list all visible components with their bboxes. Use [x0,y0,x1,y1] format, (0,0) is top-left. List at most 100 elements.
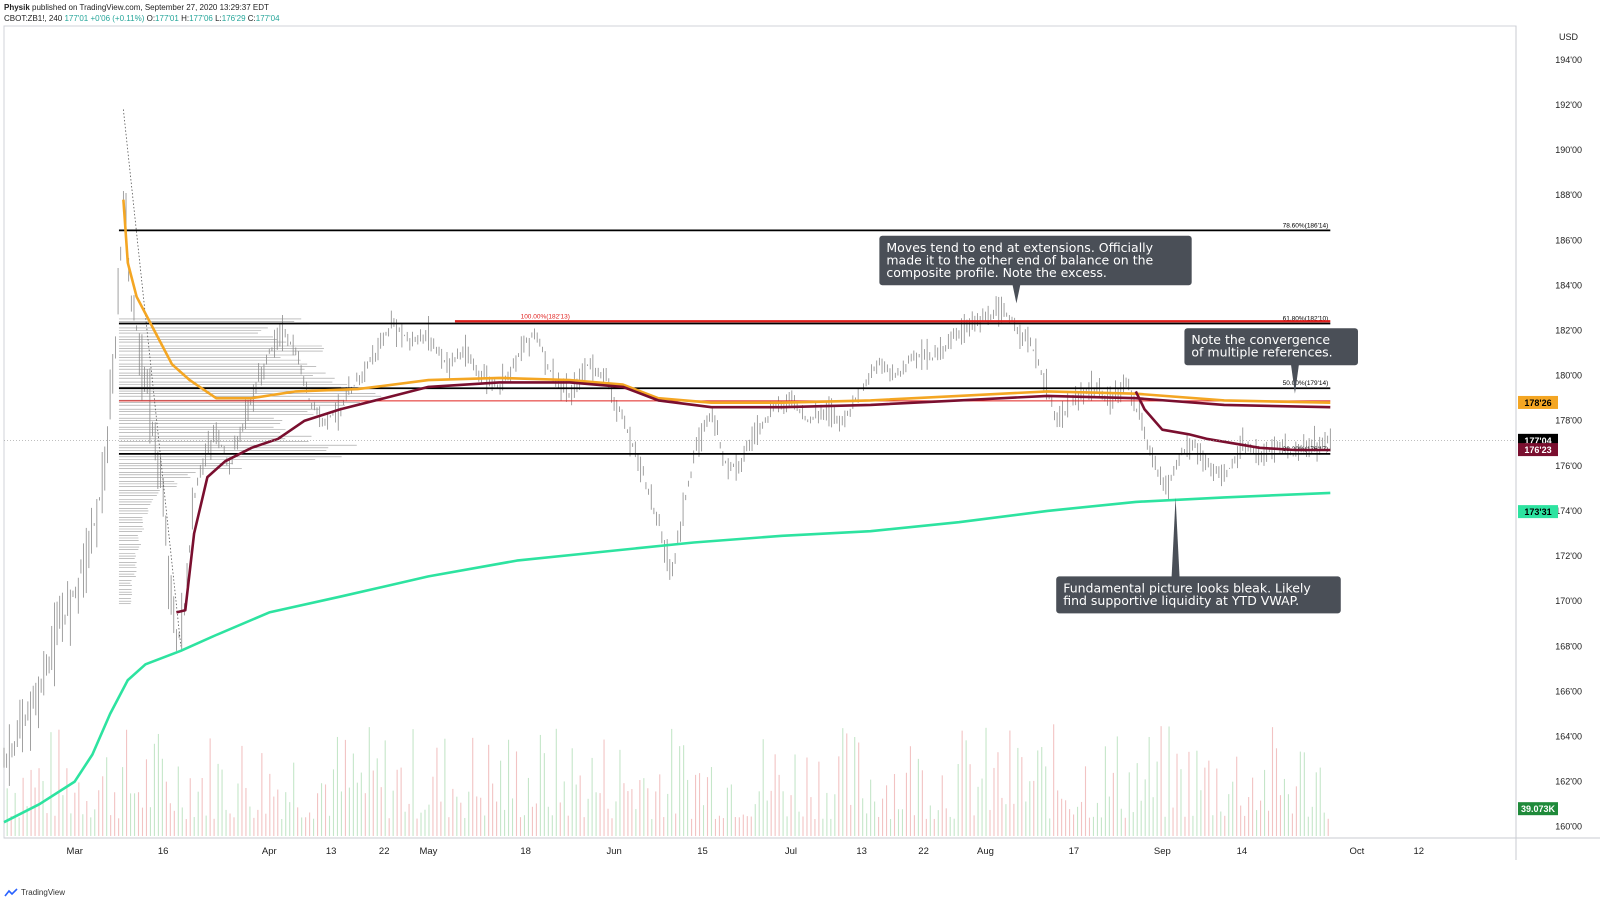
volume-bar [698,773,701,836]
volume-bar [1148,736,1150,836]
volume-bar [94,809,96,836]
volume-bar [1021,757,1023,836]
price-axis: USD 160'00 162'00 164'00 166'00 168'00 170'00 1… [1518,32,1582,832]
volume-bar [416,818,418,836]
volume-bar [1271,727,1274,836]
annotation-text: Note the convergence [1191,332,1330,347]
axis-price-badge-bg [1518,505,1558,519]
volume-bar [519,817,522,836]
low-value: 176'29 [221,14,246,23]
price-tick-label: 178'00 [1555,416,1582,426]
axis-price-badge-text: 176'23 [1524,445,1551,455]
volume-bar [189,778,191,836]
volume-bar [623,783,625,836]
publish-info: published on TradingView.com, September … [32,3,269,12]
volume-bar [508,739,510,836]
volume-bar [925,818,927,836]
volume-bar [965,740,967,836]
volume-bar [488,744,490,836]
volume-bar [1184,816,1186,836]
author-name[interactable]: Physik [4,3,30,12]
volume-bar [790,795,792,836]
volume-bar [408,803,410,836]
volume-bar [1327,818,1329,836]
volume-bar [1053,724,1055,836]
volume-bar [993,767,995,836]
volume-bar [500,760,502,836]
volume-bar [559,802,561,836]
time-tick-label: Jul [785,846,797,857]
volume-bar [78,782,80,836]
time-tick-label: Apr [262,846,277,857]
volume-bar [153,743,155,836]
volume-bar [1100,817,1102,836]
vwap-lines [3,199,1331,824]
price-tick-label: 172'00 [1555,551,1582,561]
volume-bar [1017,747,1019,836]
volume-bar [1172,807,1174,836]
annotation-pointer [1171,497,1180,578]
volume-bar [579,775,581,836]
volume-bar [838,756,840,836]
volume-bar [1009,730,1011,836]
volume-bar [1140,800,1142,836]
volume-bar [874,801,876,836]
volume-bar [388,818,390,836]
volume-bar [26,806,28,836]
volume-bar [1256,810,1258,836]
time-tick-label: 12 [1413,846,1424,857]
volume-bar [714,818,717,836]
volume-bar [766,800,768,836]
volume-bar [1120,808,1122,836]
volume-bar [937,810,939,836]
volume-bar [1088,817,1091,836]
volume-bar [257,809,259,836]
volume-bar [1204,767,1206,836]
volume-bar [110,815,112,836]
close-value: 177'04 [255,14,280,23]
high-label: H: [181,14,190,23]
volume-bar [277,789,279,836]
volume-bar [933,818,935,836]
horizontal-levels: 78.60%(186'14) 61.80%(182'10) 100.00%(182'… [118,222,1331,455]
annotation-callout[interactable]: Fundamental picture looks bleak. Likelyf… [1056,497,1341,614]
volume-bar [679,746,681,836]
volume-bar [734,817,736,836]
time-tick-label: 22 [379,846,390,857]
annotation-callout[interactable]: Moves tend to end at extensions. Officia… [879,235,1192,304]
volume-bar [1220,811,1222,836]
volume-bar [356,782,358,836]
volume-bar [543,753,545,836]
time-tick-label: 16 [158,846,169,857]
volume-bar [249,806,251,836]
volume-bar [1224,815,1226,836]
volume-bar [1319,767,1321,836]
volume-bar [897,809,900,836]
volume-bar [1073,814,1075,836]
volume-bar [396,769,398,836]
volume-bar [949,816,951,836]
volume-bar [1045,766,1047,836]
volume-bar [233,817,235,836]
symbol-name[interactable]: CBOT:ZB1!, 240 [4,14,63,23]
level-label: 78.60%(186'14) [1283,222,1329,229]
volume-bar [400,767,402,836]
price-tick-label: 166'00 [1555,686,1582,696]
volume-bar [774,754,776,836]
volume-bar [945,808,947,836]
volume-bar [62,795,64,836]
volume-bar [651,819,653,836]
volume-bar [436,747,438,836]
volume-bar [1212,815,1214,836]
volume-bar [273,796,275,836]
footer-brand[interactable]: TradingView [4,888,65,897]
time-tick-label: 13 [856,846,867,857]
volume-bar [882,798,884,836]
volume-bar [551,815,553,836]
volume-bars [6,724,1329,836]
volume-bar [1267,810,1270,836]
axis-price-badge: 176'23 [1518,443,1558,457]
volume-bar [309,812,311,836]
